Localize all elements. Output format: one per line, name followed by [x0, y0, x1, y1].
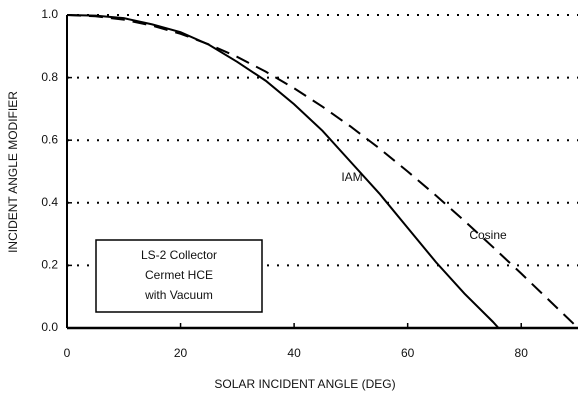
- series-line: [66, 14, 579, 329]
- y-tick-label: 1.0: [41, 7, 58, 21]
- y-axis-label: INCIDENT ANGLE MODIFIER: [6, 91, 20, 253]
- x-tick-label: 20: [174, 346, 188, 360]
- annotation: Cermet HCE: [145, 268, 213, 282]
- x-tick-label: 40: [287, 346, 301, 360]
- series-label: IAM: [341, 170, 362, 184]
- series-line: [66, 14, 500, 329]
- x-tick-label: 80: [515, 346, 529, 360]
- y-tick-label: 0.8: [41, 70, 58, 84]
- y-tick-label: 0.6: [41, 132, 58, 146]
- y-tick-label: 0.0: [41, 320, 58, 334]
- x-tick-label: 60: [401, 346, 415, 360]
- x-axis-label: SOLAR INCIDENT ANGLE (DEG): [214, 377, 395, 391]
- x-tick-label: 0: [64, 346, 71, 360]
- annotation-box: [95, 239, 263, 313]
- y-tick-label: 0.2: [41, 258, 58, 272]
- annotation: with Vacuum: [144, 288, 213, 302]
- y-tick-label: 0.4: [41, 195, 58, 209]
- series-label: Cosine: [469, 228, 507, 242]
- annotation: LS-2 Collector: [141, 248, 217, 262]
